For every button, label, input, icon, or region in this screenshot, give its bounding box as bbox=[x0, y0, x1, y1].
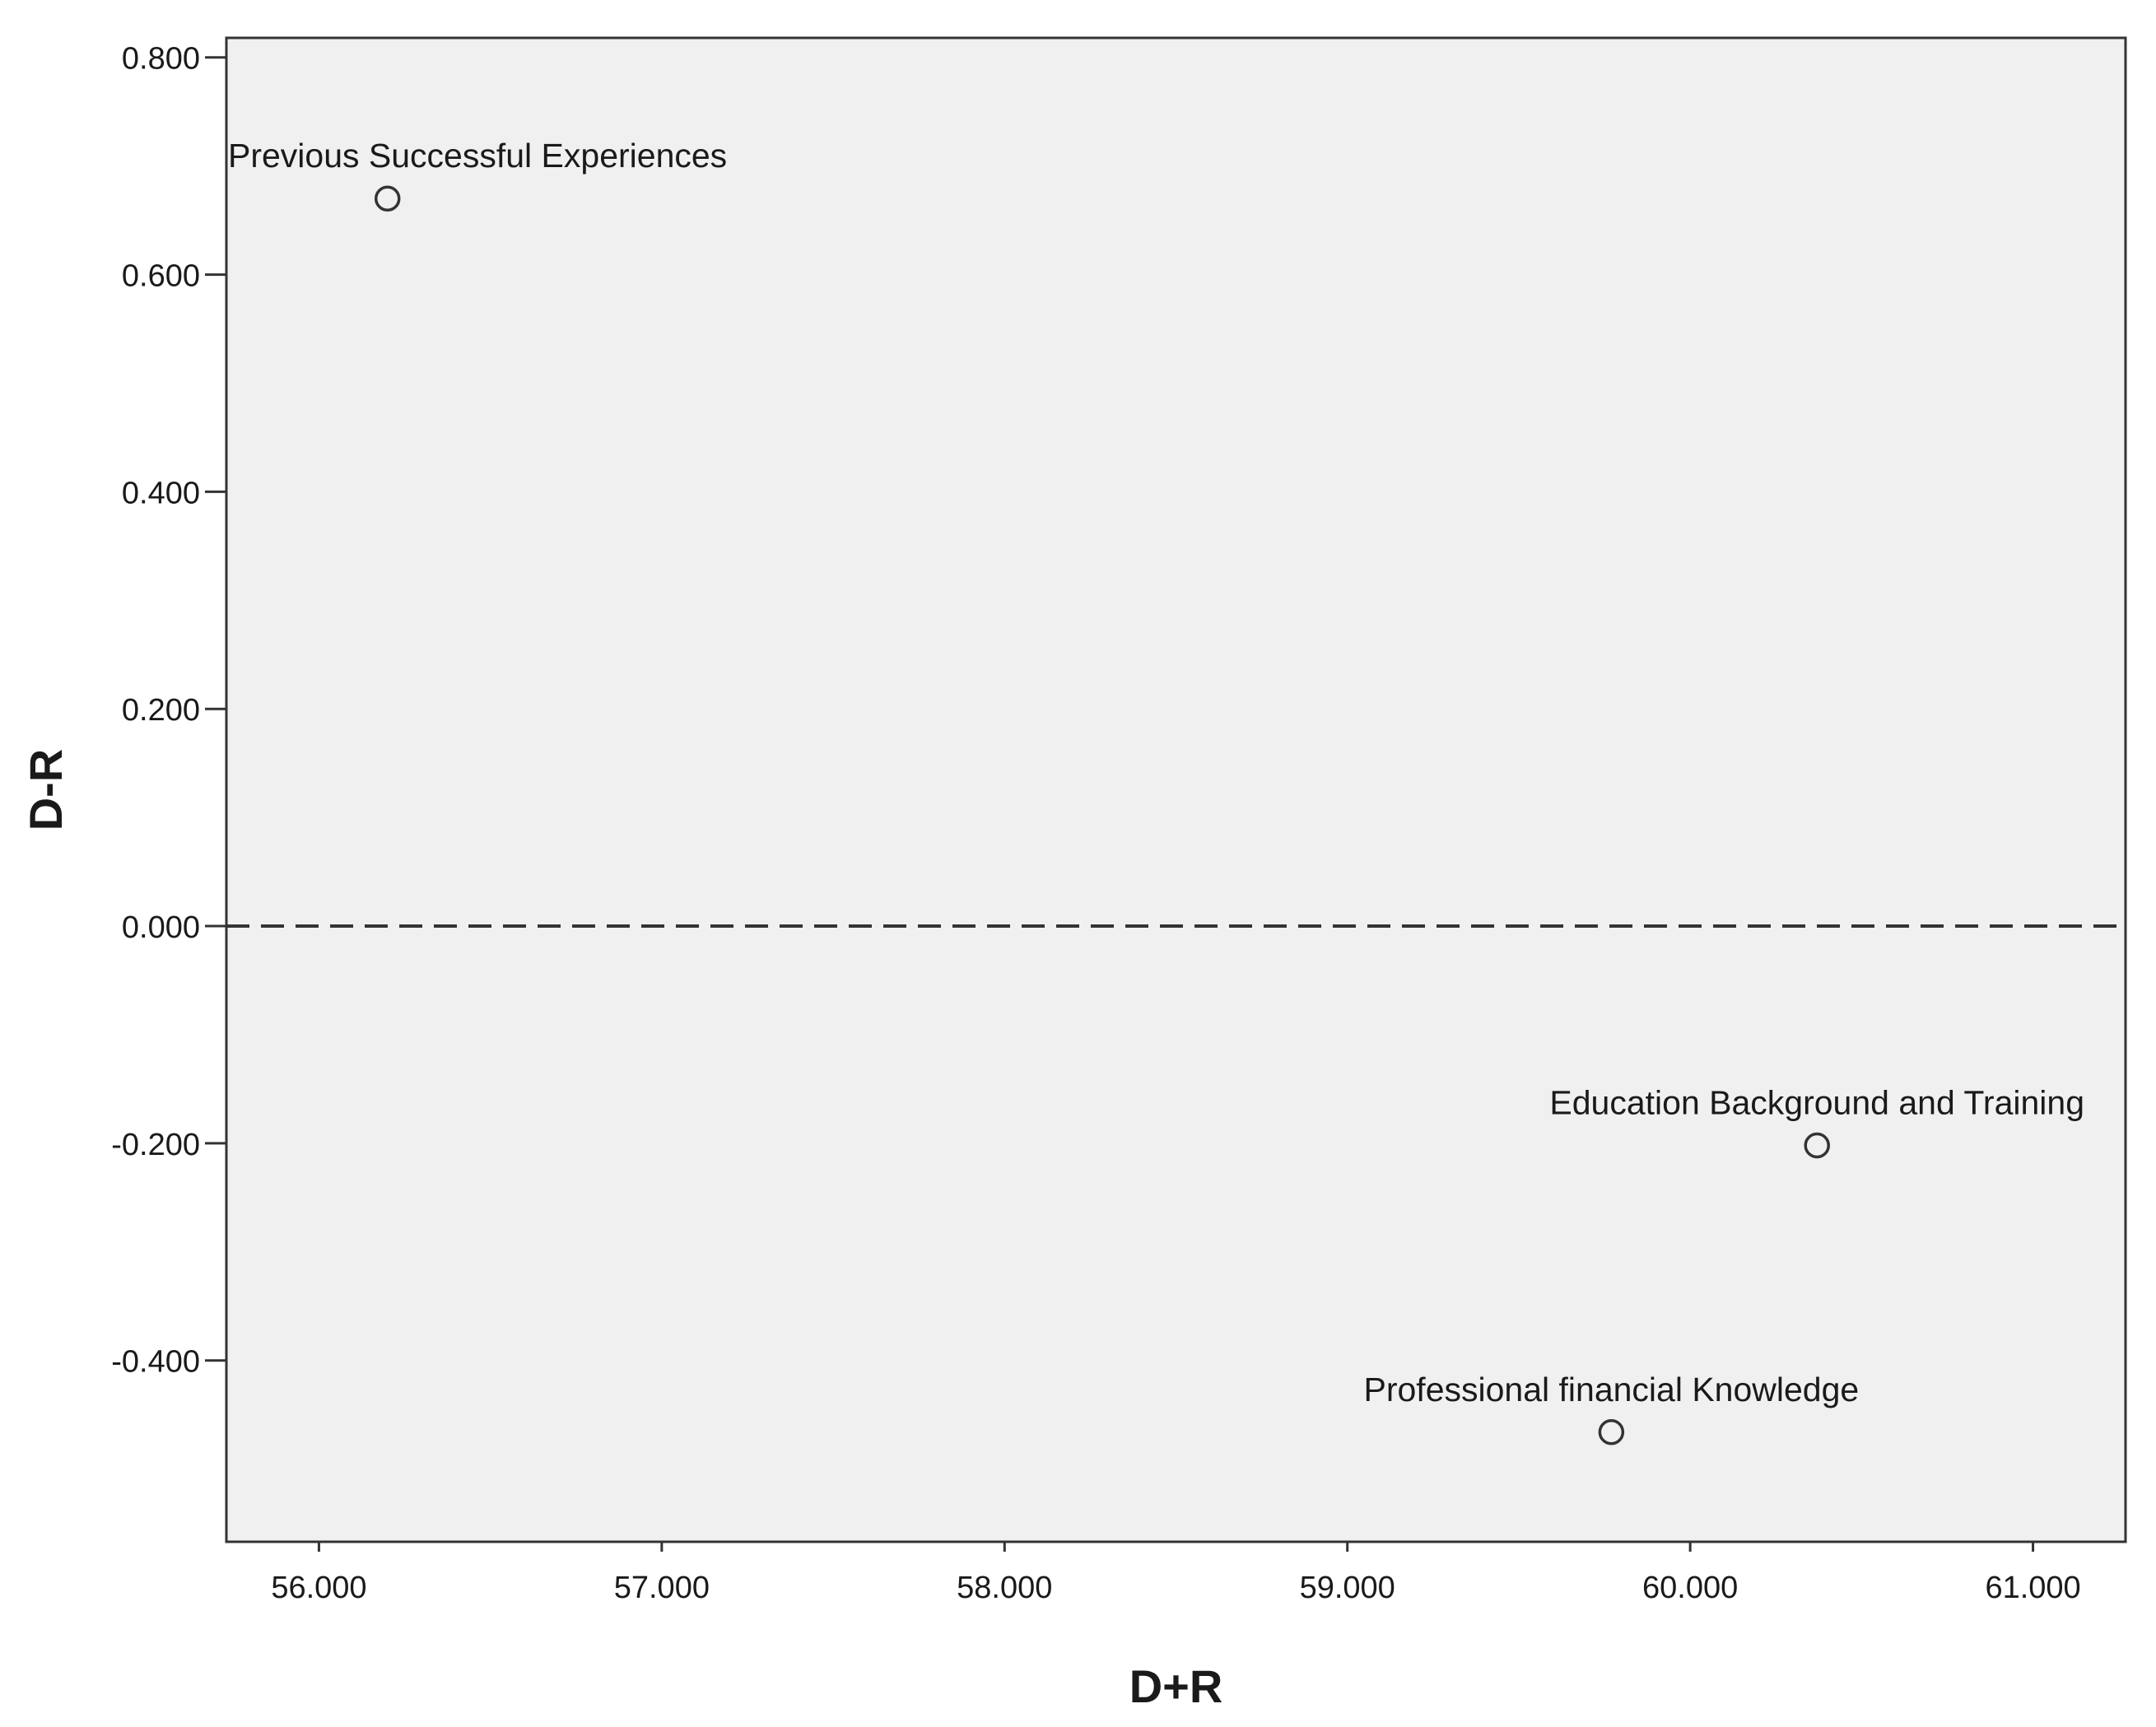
y-axis-title: D-R bbox=[20, 749, 72, 831]
x-tick-label: 59.000 bbox=[1300, 1571, 1395, 1605]
data-point-label: Professional financial Knowledge bbox=[1364, 1371, 1860, 1408]
x-tick-label: 61.000 bbox=[1985, 1571, 2080, 1605]
data-point-label: Education Background and Training bbox=[1549, 1084, 2084, 1122]
data-points: Previous Successful Experiences Education… bbox=[228, 137, 2084, 1445]
plot-area bbox=[225, 36, 2127, 1543]
x-tick-label: 58.000 bbox=[957, 1571, 1052, 1605]
data-point-label: Previous Successful Experiences bbox=[228, 137, 727, 175]
y-tick-label: 0.000 bbox=[122, 910, 200, 945]
x-axis-title: D+R bbox=[1129, 1660, 1223, 1712]
data-point-marker bbox=[1804, 1132, 1830, 1159]
y-tick-label: 0.800 bbox=[122, 42, 200, 77]
x-axis: 56.000 57.000 58.000 59.000 60.000 61.000 bbox=[271, 1542, 2081, 1605]
data-point-marker bbox=[1598, 1419, 1625, 1445]
y-axis: 0.800 0.600 0.400 0.200 0.000 -0.200 -0.400 bbox=[111, 42, 226, 1380]
x-tick-label: 60.000 bbox=[1642, 1571, 1738, 1605]
data-point-marker bbox=[374, 185, 401, 212]
y-tick-label: 0.600 bbox=[122, 259, 200, 294]
y-tick-label: -0.400 bbox=[111, 1345, 200, 1380]
y-tick-label: -0.200 bbox=[111, 1128, 200, 1162]
x-tick-label: 57.000 bbox=[614, 1571, 710, 1605]
y-tick-label: 0.400 bbox=[122, 476, 200, 510]
y-tick-label: 0.200 bbox=[122, 693, 200, 728]
x-tick-label: 56.000 bbox=[271, 1571, 366, 1605]
